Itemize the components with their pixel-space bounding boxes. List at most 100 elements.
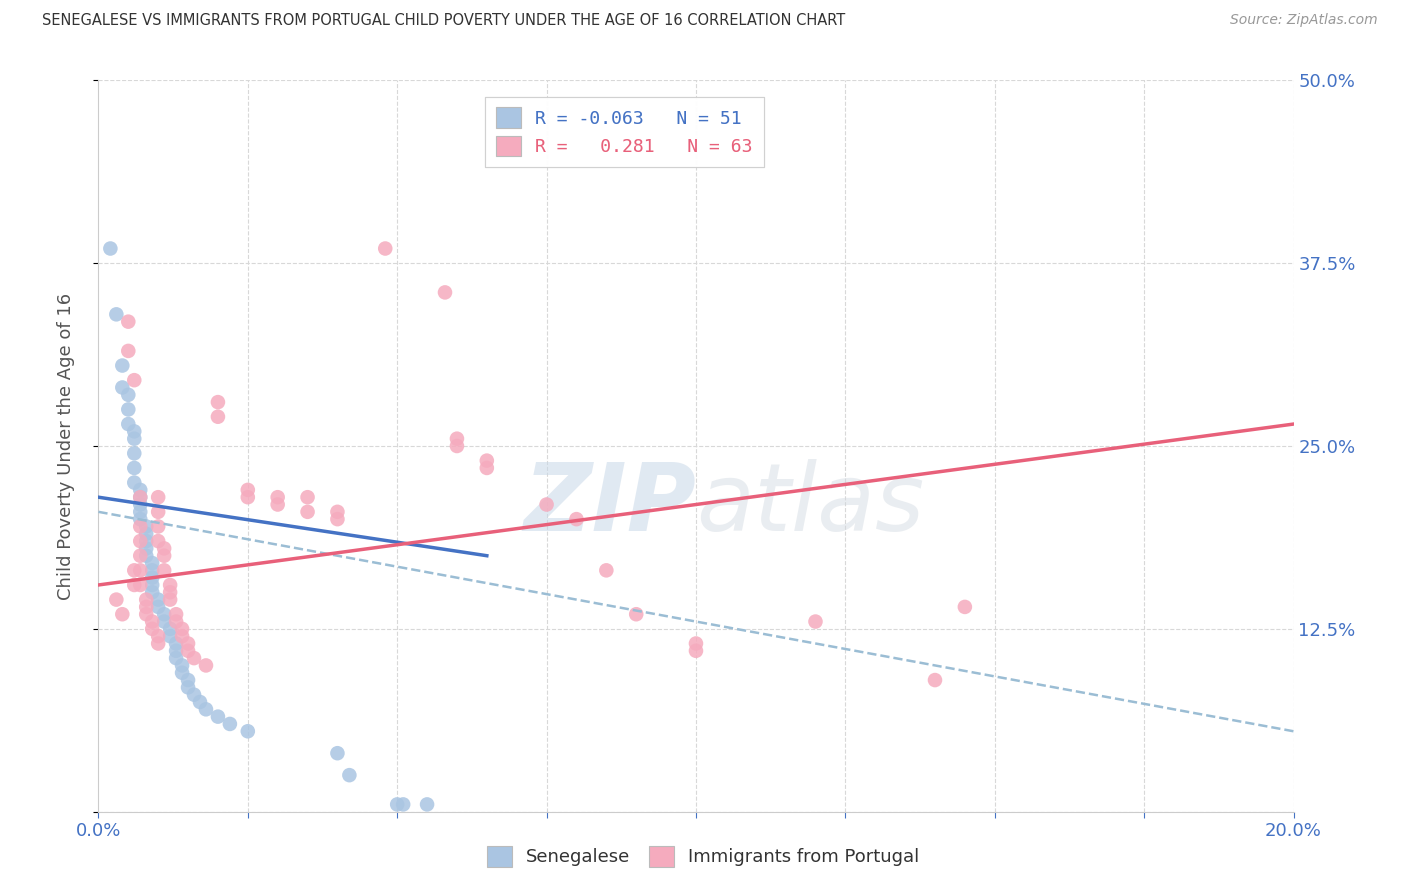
Text: atlas: atlas	[696, 459, 924, 550]
Point	[446, 439, 468, 453]
Point	[100, 242, 122, 256]
Point	[183, 688, 205, 702]
Point	[165, 651, 187, 665]
Point	[117, 343, 139, 358]
Point	[339, 768, 360, 782]
Point	[135, 607, 157, 622]
Point	[141, 585, 163, 599]
Point	[326, 505, 349, 519]
Point	[626, 607, 648, 622]
Point	[297, 490, 319, 504]
Point	[159, 585, 181, 599]
Point	[124, 432, 146, 446]
Point	[236, 490, 259, 504]
Point	[148, 505, 170, 519]
Point	[129, 534, 152, 549]
Point	[148, 592, 170, 607]
Point	[685, 636, 707, 650]
Point	[236, 724, 259, 739]
Point	[172, 665, 194, 680]
Point	[434, 285, 457, 300]
Point	[195, 658, 218, 673]
Point	[135, 592, 157, 607]
Point	[135, 599, 157, 614]
Point	[117, 402, 139, 417]
Point	[135, 519, 157, 533]
Point	[297, 505, 319, 519]
Point	[129, 578, 152, 592]
Point	[219, 717, 242, 731]
Text: SENEGALESE VS IMMIGRANTS FROM PORTUGAL CHILD POVERTY UNDER THE AGE OF 16 CORRELA: SENEGALESE VS IMMIGRANTS FROM PORTUGAL C…	[42, 13, 845, 29]
Point	[165, 615, 187, 629]
Point	[148, 629, 170, 643]
Point	[117, 388, 139, 402]
Point	[172, 629, 194, 643]
Point	[141, 571, 163, 585]
Point	[135, 549, 157, 563]
Point	[207, 709, 229, 723]
Point	[141, 622, 163, 636]
Point	[236, 483, 259, 497]
Point	[326, 746, 349, 760]
Point	[183, 651, 205, 665]
Text: Source: ZipAtlas.com: Source: ZipAtlas.com	[1230, 13, 1378, 28]
Point	[177, 681, 200, 695]
Point	[177, 644, 200, 658]
Point	[475, 461, 498, 475]
Point	[188, 695, 211, 709]
Point	[153, 549, 176, 563]
Point	[141, 563, 163, 577]
Point	[159, 622, 181, 636]
Point	[207, 395, 229, 409]
Point	[924, 673, 946, 687]
Point	[267, 498, 290, 512]
Point	[172, 622, 194, 636]
Point	[105, 307, 128, 321]
Point	[124, 563, 146, 577]
Point	[165, 644, 187, 658]
Point	[117, 417, 139, 431]
Point	[159, 578, 181, 592]
Point	[159, 592, 181, 607]
Point	[267, 490, 290, 504]
Point	[207, 409, 229, 424]
Point	[124, 446, 146, 460]
Point	[326, 512, 349, 526]
Point	[141, 578, 163, 592]
Point	[129, 498, 152, 512]
Point	[446, 432, 468, 446]
Point	[148, 519, 170, 533]
Point	[129, 490, 152, 504]
Point	[953, 599, 976, 614]
Point	[111, 359, 134, 373]
Y-axis label: Child Poverty Under the Age of 16: Child Poverty Under the Age of 16	[56, 293, 75, 599]
Point	[153, 541, 176, 556]
Point	[195, 702, 218, 716]
Point	[129, 490, 152, 504]
Point	[111, 607, 134, 622]
Point	[124, 475, 146, 490]
Legend: Senegalese, Immigrants from Portugal: Senegalese, Immigrants from Portugal	[479, 838, 927, 874]
Point	[475, 453, 498, 467]
Point	[153, 607, 176, 622]
Point	[124, 461, 146, 475]
Point	[177, 673, 200, 687]
Point	[159, 629, 181, 643]
Point	[129, 512, 152, 526]
Point	[148, 534, 170, 549]
Text: ZIP: ZIP	[523, 458, 696, 550]
Point	[129, 519, 152, 533]
Point	[129, 563, 152, 577]
Point	[129, 549, 152, 563]
Point	[536, 498, 558, 512]
Point	[595, 563, 617, 577]
Point	[129, 505, 152, 519]
Point	[117, 315, 139, 329]
Point	[804, 615, 827, 629]
Point	[165, 636, 187, 650]
Point	[141, 615, 163, 629]
Point	[135, 534, 157, 549]
Legend: R = -0.063   N = 51, R =   0.281   N = 63: R = -0.063 N = 51, R = 0.281 N = 63	[485, 96, 763, 167]
Point	[165, 607, 187, 622]
Point	[153, 615, 176, 629]
